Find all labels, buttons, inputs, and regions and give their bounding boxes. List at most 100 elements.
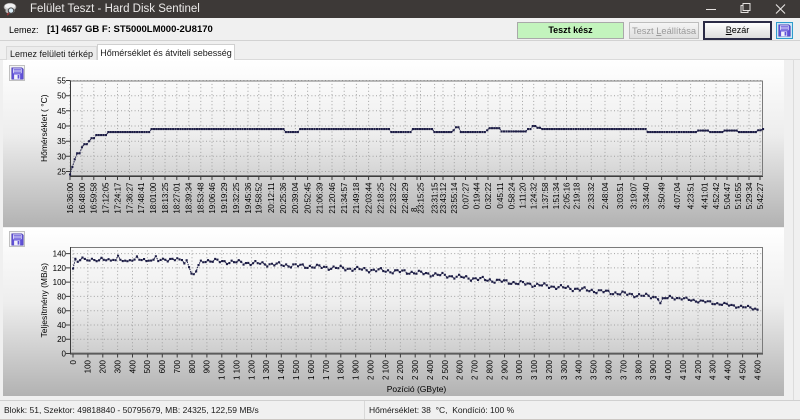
- svg-text:18:27:01: 18:27:01: [173, 182, 182, 214]
- svg-text:21:06:39: 21:06:39: [316, 182, 325, 214]
- svg-text:19:45:36: 19:45:36: [244, 182, 253, 214]
- svg-text:3 800: 3 800: [634, 359, 643, 380]
- svg-text:1 700: 1 700: [322, 359, 331, 380]
- svg-text:1:51:34: 1:51:34: [552, 182, 561, 209]
- svg-text:60: 60: [57, 307, 66, 316]
- svg-text:21:49:18: 21:49:18: [352, 182, 361, 214]
- svg-text:Teljesítmény (MB/s): Teljesítmény (MB/s): [39, 263, 49, 338]
- svg-text:0:45:11: 0:45:11: [496, 182, 505, 209]
- svg-text:120: 120: [53, 264, 67, 273]
- svg-text:80: 80: [57, 292, 66, 301]
- svg-text:16:59:58: 16:59:58: [90, 182, 99, 214]
- svg-text:4 600: 4 600: [753, 359, 762, 380]
- svg-text:2 600: 2 600: [456, 359, 465, 380]
- svg-text:140: 140: [53, 250, 67, 259]
- svg-text:5:16:55: 5:16:55: [734, 182, 743, 209]
- svg-text:1:24:32: 1:24:32: [530, 182, 539, 209]
- svg-text:2 300: 2 300: [411, 359, 420, 380]
- svg-text:17:24:17: 17:24:17: [113, 182, 122, 214]
- svg-text:100: 100: [84, 359, 93, 373]
- svg-text:2:33:32: 2:33:32: [587, 182, 596, 209]
- svg-text:18:13:25: 18:13:25: [161, 182, 170, 214]
- svg-text:23:55:14: 23:55:14: [450, 182, 459, 214]
- svg-text:23:31:15: 23:31:15: [430, 182, 439, 214]
- svg-text:55: 55: [57, 77, 66, 86]
- svg-text:100: 100: [53, 278, 67, 287]
- svg-text:700: 700: [173, 359, 182, 373]
- svg-text:0:07:27: 0:07:27: [461, 182, 470, 209]
- svg-text:8.: 8.: [410, 205, 419, 212]
- svg-text:3 300: 3 300: [560, 359, 569, 380]
- svg-text:3:19:07: 3:19:07: [630, 182, 639, 209]
- svg-text:1 900: 1 900: [352, 359, 361, 380]
- svg-text:2 800: 2 800: [486, 359, 495, 380]
- svg-text:1 800: 1 800: [337, 359, 346, 380]
- svg-text:18:39:34: 18:39:34: [185, 182, 194, 214]
- svg-text:3 500: 3 500: [590, 359, 599, 380]
- svg-text:0:58:24: 0:58:24: [508, 182, 517, 209]
- svg-text:0: 0: [69, 359, 78, 364]
- svg-text:21:34:57: 21:34:57: [340, 182, 349, 214]
- svg-text:23:43:12: 23:43:12: [439, 182, 448, 214]
- svg-text:3 900: 3 900: [649, 359, 658, 380]
- svg-text:1:11:20: 1:11:20: [518, 182, 527, 209]
- svg-text:3 600: 3 600: [605, 359, 614, 380]
- svg-text:18:01:00: 18:01:00: [149, 182, 158, 214]
- svg-text:1 200: 1 200: [247, 359, 256, 380]
- svg-text:3 400: 3 400: [575, 359, 584, 380]
- svg-text:4 400: 4 400: [724, 359, 733, 380]
- svg-text:19:19:29: 19:19:29: [220, 182, 229, 214]
- svg-text:4 100: 4 100: [679, 359, 688, 380]
- svg-text:1 000: 1 000: [218, 359, 227, 380]
- svg-text:3:34:40: 3:34:40: [642, 182, 651, 209]
- svg-text:16:48:00: 16:48:00: [78, 182, 87, 214]
- svg-text:4:23:51: 4:23:51: [686, 182, 695, 209]
- svg-text:2 700: 2 700: [471, 359, 480, 380]
- svg-text:600: 600: [158, 359, 167, 373]
- svg-text:18:53:48: 18:53:48: [197, 182, 206, 214]
- svg-text:1 600: 1 600: [307, 359, 316, 380]
- svg-text:19:32:25: 19:32:25: [232, 182, 241, 214]
- svg-text:1 500: 1 500: [292, 359, 301, 380]
- svg-text:22:33:22: 22:33:22: [389, 182, 398, 214]
- svg-text:1 100: 1 100: [233, 359, 242, 380]
- svg-text:20: 20: [57, 335, 66, 344]
- svg-text:2 400: 2 400: [426, 359, 435, 380]
- svg-text:22:03:44: 22:03:44: [364, 182, 373, 214]
- svg-text:19:58:52: 19:58:52: [255, 182, 264, 214]
- svg-text:400: 400: [128, 359, 137, 373]
- svg-text:30: 30: [57, 152, 66, 161]
- svg-text:40: 40: [57, 122, 66, 131]
- svg-text:2:48:04: 2:48:04: [601, 182, 610, 209]
- svg-text:0: 0: [62, 350, 67, 359]
- svg-text:22:18:25: 22:18:25: [377, 182, 386, 214]
- svg-text:23:15:25: 23:15:25: [416, 182, 425, 214]
- svg-text:2:19:18: 2:19:18: [573, 182, 582, 209]
- svg-text:2 900: 2 900: [500, 359, 509, 380]
- svg-text:20:25:36: 20:25:36: [279, 182, 288, 214]
- svg-text:1:37:58: 1:37:58: [541, 182, 550, 209]
- svg-text:20:52:45: 20:52:45: [303, 182, 312, 214]
- svg-text:50: 50: [57, 92, 66, 101]
- svg-text:3 000: 3 000: [515, 359, 524, 380]
- svg-text:300: 300: [113, 359, 122, 373]
- svg-text:4 000: 4 000: [664, 359, 673, 380]
- svg-text:4:41:01: 4:41:01: [700, 182, 709, 209]
- svg-text:5:04:47: 5:04:47: [723, 182, 732, 209]
- svg-text:2 200: 2 200: [396, 359, 405, 380]
- svg-text:4 200: 4 200: [694, 359, 703, 380]
- svg-text:2 100: 2 100: [381, 359, 390, 380]
- svg-text:200: 200: [99, 359, 108, 373]
- svg-text:800: 800: [188, 359, 197, 373]
- svg-text:3 100: 3 100: [530, 359, 539, 380]
- svg-text:35: 35: [57, 137, 66, 146]
- svg-text:3:03:51: 3:03:51: [616, 182, 625, 209]
- svg-text:0:32:22: 0:32:22: [484, 182, 493, 209]
- svg-text:0:19:44: 0:19:44: [473, 182, 482, 209]
- svg-text:4 300: 4 300: [709, 359, 718, 380]
- svg-text:21:20:46: 21:20:46: [328, 182, 337, 214]
- svg-text:16:36:00: 16:36:00: [66, 182, 75, 214]
- svg-text:5:29:34: 5:29:34: [745, 182, 754, 209]
- svg-text:17:36:27: 17:36:27: [125, 182, 134, 214]
- svg-text:900: 900: [203, 359, 212, 373]
